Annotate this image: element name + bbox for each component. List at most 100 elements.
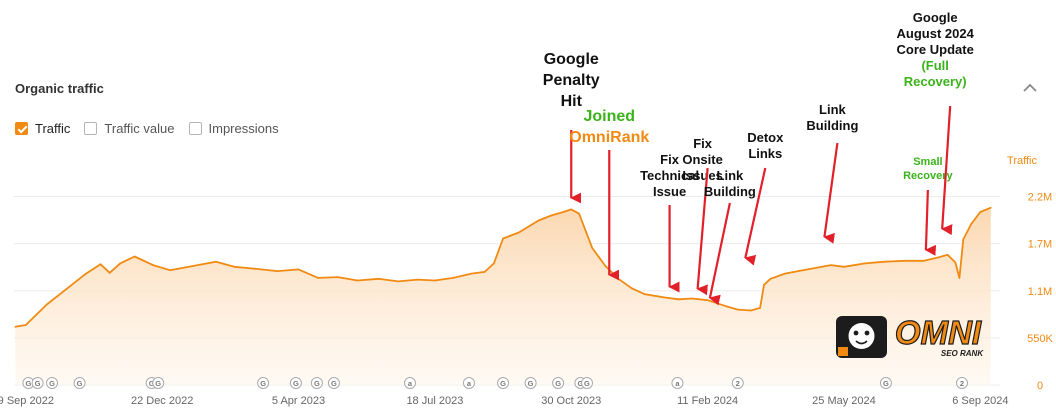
traffic-point-57 bbox=[903, 260, 906, 262]
traffic-point-31 bbox=[550, 214, 553, 217]
annotation-arrow-8 bbox=[941, 105, 953, 236]
traffic-point-52 bbox=[811, 267, 814, 270]
traffic-point-29 bbox=[518, 231, 520, 234]
traffic-point-9 bbox=[152, 264, 154, 266]
event-marker-icon-14: G bbox=[555, 379, 561, 388]
legend-impressions[interactable]: Impressions bbox=[188, 121, 279, 136]
traffic-point-46 bbox=[750, 309, 752, 312]
traffic-point-17 bbox=[317, 277, 320, 279]
annotation-1-line-0: Joined bbox=[583, 108, 635, 125]
event-marker-icon-10: a bbox=[408, 379, 413, 388]
traffic-point-33 bbox=[570, 208, 572, 211]
event-marker-icon-15: G bbox=[578, 379, 584, 388]
traffic-point-55 bbox=[864, 262, 866, 265]
event-marker-icon-19: G bbox=[883, 379, 889, 388]
annotation-arrow-6 bbox=[823, 142, 839, 244]
annotation-7-line-0: Small bbox=[913, 156, 942, 168]
x-tick-label-4: 30 Oct 2023 bbox=[541, 395, 601, 407]
legend-impressions-label: Impressions bbox=[208, 121, 279, 136]
traffic-point-22 bbox=[417, 278, 419, 281]
traffic-point-61 bbox=[954, 261, 957, 264]
x-tick-label-1: 22 Dec 2022 bbox=[131, 395, 193, 407]
traffic-point-51 bbox=[797, 270, 799, 272]
event-marker-18 bbox=[731, 377, 744, 389]
event-marker-6 bbox=[257, 377, 270, 389]
annotation-2-line-1: Technical bbox=[640, 168, 699, 183]
impressions-checkbox[interactable] bbox=[188, 122, 202, 135]
event-marker-icon-16: G bbox=[584, 379, 590, 388]
traffic-point-14 bbox=[251, 267, 254, 270]
event-marker-5 bbox=[152, 377, 165, 389]
traffic-point-13 bbox=[233, 266, 236, 268]
event-marker-icon-13: G bbox=[528, 379, 534, 388]
x-tick-label-2: 5 Apr 2023 bbox=[272, 395, 325, 407]
card-title: Organic traffic bbox=[15, 81, 104, 96]
traffic-point-16 bbox=[297, 268, 300, 271]
x-tick-label-5: 11 Feb 2024 bbox=[677, 395, 738, 407]
annotation-0: Google Penalty Hit bbox=[543, 51, 600, 204]
traffic-point-8 bbox=[133, 255, 136, 258]
annotation-2-line-0: Fix bbox=[660, 152, 680, 167]
collapse-chevron-up-icon[interactable] bbox=[1020, 78, 1040, 98]
traffic-checkbox[interactable] bbox=[15, 122, 28, 135]
annotation-2-line-2: Issue bbox=[653, 184, 686, 199]
event-marker-icon-18: 2 bbox=[736, 379, 740, 388]
annotation-0-line-2: Hit bbox=[561, 93, 583, 110]
traffic-point-47 bbox=[759, 307, 761, 309]
logo-smile bbox=[855, 340, 868, 345]
x-tick-label-3: 18 Jul 2023 bbox=[406, 395, 463, 407]
traffic-area-fill bbox=[15, 207, 991, 385]
event-marker-3 bbox=[73, 377, 86, 389]
event-marker-icon-11: a bbox=[467, 379, 472, 388]
event-marker-16 bbox=[580, 377, 593, 389]
traffic-point-63 bbox=[962, 238, 965, 241]
traffic-point-3 bbox=[65, 288, 68, 290]
event-marker-8 bbox=[310, 377, 323, 389]
traffic-point-18 bbox=[337, 276, 339, 278]
legend-traffic[interactable]: Traffic bbox=[15, 121, 70, 136]
event-marker-10 bbox=[403, 377, 416, 389]
x-tick-label-6: 25 May 2024 bbox=[812, 395, 876, 407]
annotation-0-line-1: Penalty bbox=[543, 72, 600, 89]
traffic-point-0 bbox=[14, 326, 17, 328]
logo-tagline: SEO RANK bbox=[941, 349, 984, 358]
annotation-3-line-2: Issues bbox=[682, 168, 722, 183]
annotation-4-line-0: Link bbox=[717, 168, 744, 183]
traffic-point-15 bbox=[276, 270, 279, 272]
traffic-point-4 bbox=[85, 272, 87, 275]
traffic-point-28 bbox=[502, 237, 504, 240]
legend-traffic-value-label: Traffic value bbox=[104, 121, 175, 136]
annotation-0-line-0: Google bbox=[544, 51, 599, 68]
traffic-area bbox=[14, 206, 992, 385]
annotation-arrow-7 bbox=[924, 189, 936, 256]
annotation-6-line-1: Building bbox=[806, 118, 858, 133]
event-marker-13 bbox=[524, 377, 537, 389]
event-marker-icon-4: G bbox=[149, 379, 155, 388]
traffic-point-50 bbox=[784, 272, 786, 275]
traffic-value-checkbox[interactable] bbox=[84, 122, 98, 135]
legend-traffic-value[interactable]: Traffic value bbox=[84, 121, 175, 136]
event-marker-icon-20: 2 bbox=[960, 379, 964, 388]
traffic-point-19 bbox=[356, 279, 359, 282]
event-marker-icon-7: G bbox=[293, 379, 299, 388]
event-marker-11 bbox=[462, 377, 475, 389]
traffic-point-45 bbox=[737, 308, 739, 311]
traffic-point-23 bbox=[434, 279, 436, 282]
traffic-point-2 bbox=[46, 303, 48, 306]
omni-seo-rank-logo: OMNI SEO RANK bbox=[836, 313, 984, 358]
annotation-6-line-0: Link bbox=[819, 102, 846, 117]
logo-eye-left bbox=[853, 330, 859, 336]
traffic-point-65 bbox=[979, 211, 982, 213]
traffic-point-62 bbox=[958, 277, 961, 279]
traffic-point-43 bbox=[706, 299, 709, 302]
traffic-point-40 bbox=[664, 296, 667, 299]
traffic-point-25 bbox=[470, 272, 473, 275]
y-tick-label-0: 0 bbox=[1037, 380, 1043, 392]
event-marker-icon-12: G bbox=[500, 379, 506, 388]
annotation-4-line-1: Building bbox=[704, 184, 756, 199]
y-tick-label-2: 1.1M bbox=[1028, 286, 1052, 298]
